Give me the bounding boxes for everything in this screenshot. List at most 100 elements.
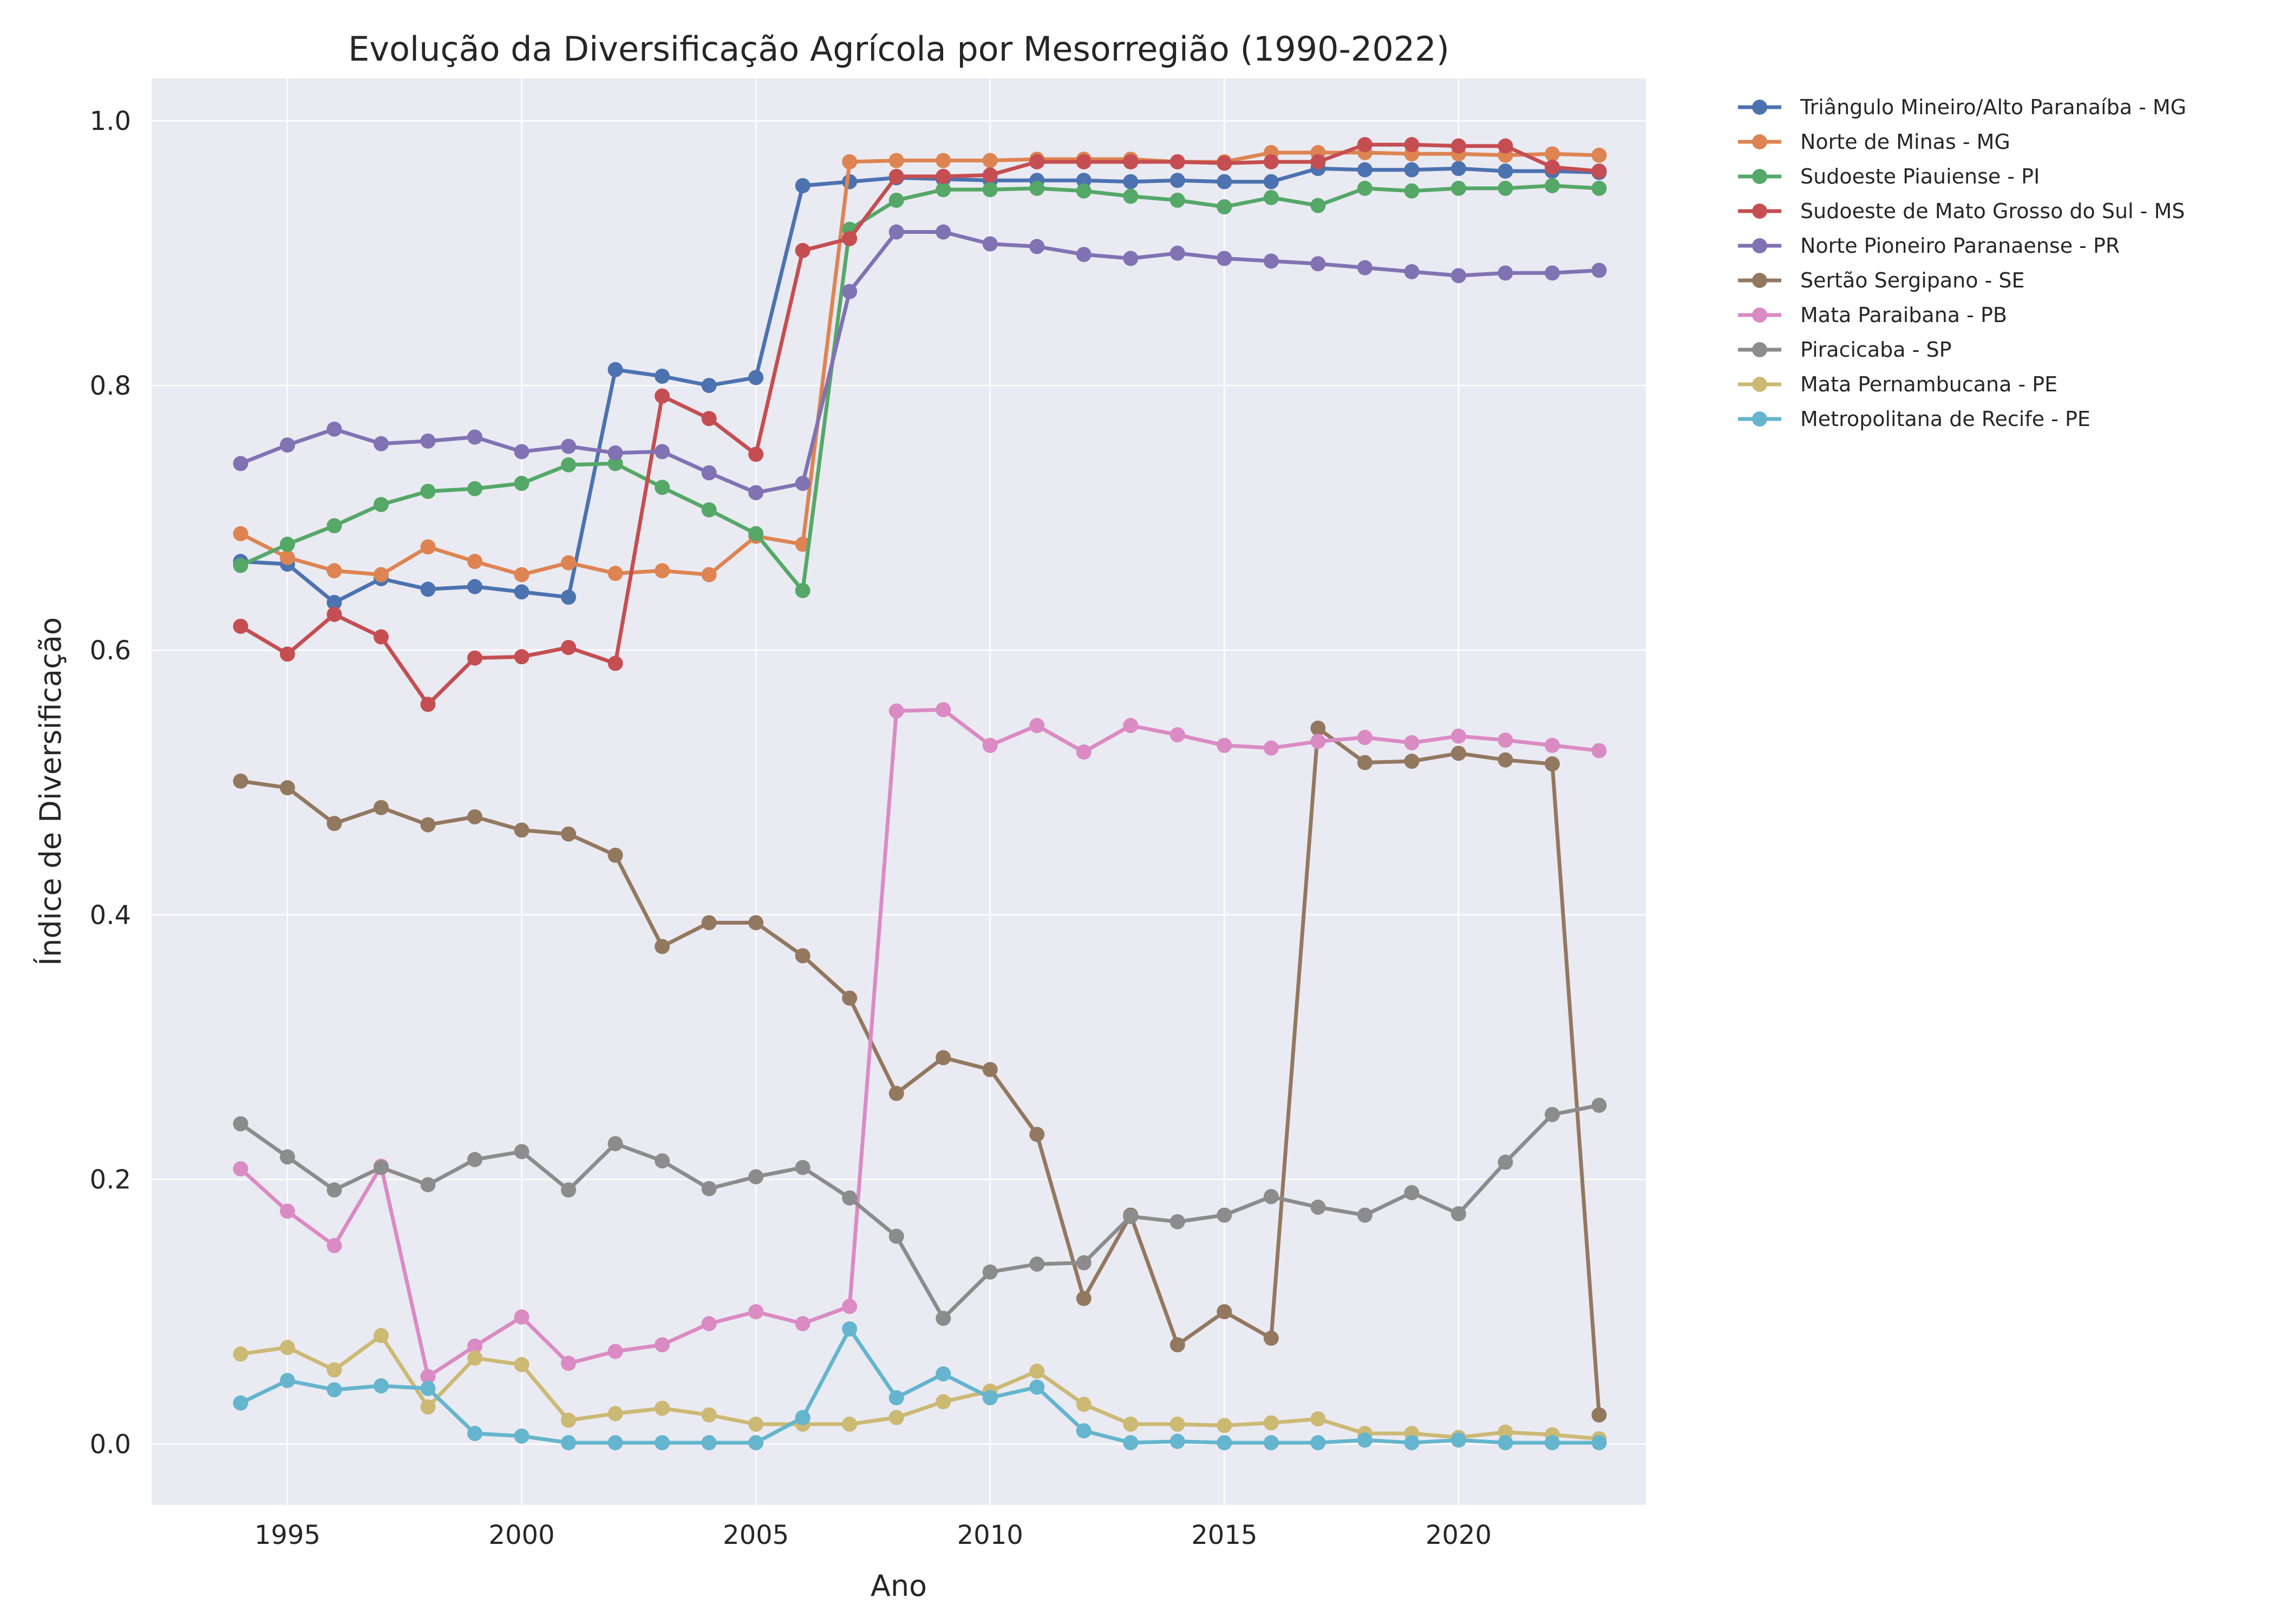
data-point [420,581,436,597]
data-point [655,1153,670,1169]
data-point [1310,1435,1326,1451]
data-point [1357,260,1373,276]
data-point [1263,253,1279,269]
data-point [373,629,389,645]
data-point [561,640,577,656]
data-point [1076,183,1092,199]
data-point [1217,1418,1232,1433]
data-point [1123,718,1139,734]
data-point [1029,1127,1045,1142]
data-point [1591,263,1607,278]
legend-item: Mata Pernambucana - PE [1738,372,2057,396]
data-point [1169,1337,1185,1353]
data-point [888,153,904,168]
data-point [1123,174,1139,189]
data-point [1544,737,1560,753]
data-point [701,1435,717,1451]
data-point [326,1362,342,1378]
y-tick-label: 0.6 [90,636,131,666]
data-point [982,1264,998,1280]
data-point [1169,154,1185,169]
data-point [748,447,764,462]
data-point [748,526,764,541]
data-point [326,421,342,437]
data-point [888,168,904,184]
data-point [936,1311,951,1326]
legend-marker [1752,411,1767,427]
data-point [1357,137,1373,153]
legend-label: Norte Pioneiro Paranaense - PR [1800,234,2120,258]
data-point [655,939,670,954]
data-point [373,1160,389,1175]
data-point [982,236,998,252]
data-point [467,1350,482,1366]
legend-item: Sertão Sergipano - SE [1738,269,2025,292]
data-point [607,1435,623,1451]
series-9 [233,1328,1607,1446]
data-point [701,1316,717,1332]
data-point [1076,247,1092,263]
data-point [1404,1435,1420,1451]
data-point [279,646,295,662]
data-point [1404,754,1420,769]
legend-item: Norte de Minas - MG [1738,130,2010,154]
data-point [373,1378,389,1394]
data-point [514,1357,530,1372]
data-point [888,1390,904,1406]
data-point [514,649,530,665]
data-point [1498,732,1513,748]
data-point [1357,730,1373,745]
data-point [1263,174,1279,189]
data-point [982,182,998,198]
data-point [748,370,764,385]
data-point [748,1435,764,1451]
data-point [279,437,295,453]
data-point [655,388,670,404]
data-point [1498,265,1513,281]
data-point [233,618,249,634]
data-point [982,1390,998,1406]
data-point [1123,251,1139,266]
data-point [655,1337,670,1353]
x-tick-label: 2005 [723,1520,789,1550]
series-line [238,1103,1601,1320]
data-point [888,703,904,719]
series-line [238,142,1601,706]
data-point [279,1340,295,1355]
data-point [561,1182,577,1198]
data-point [607,1406,623,1422]
x-tick-label: 2020 [1426,1520,1492,1550]
data-point [420,1399,436,1415]
data-point [467,429,482,445]
data-point [233,1395,249,1411]
data-point [233,773,249,789]
x-tick-label: 2015 [1191,1520,1257,1550]
data-point [1498,752,1513,768]
data-point [514,475,530,491]
data-point [607,1344,623,1359]
data-point [1591,743,1607,758]
legend-label: Sertão Sergipano - SE [1800,269,2025,292]
data-point [1029,718,1045,734]
data-point [326,606,342,622]
data-point [1076,154,1092,169]
legend-label: Sudoeste Piauiense - PI [1800,165,2040,188]
data-point [1591,147,1607,163]
data-point [1450,138,1466,154]
data-point [1450,268,1466,284]
data-point [233,526,249,541]
data-point [1123,1209,1139,1224]
data-point [1263,1189,1279,1204]
data-point [888,1228,904,1244]
data-point [701,411,717,427]
data-point [1404,1185,1420,1201]
series-5 [233,224,1607,501]
data-point [420,817,436,833]
data-point [1357,180,1373,196]
data-point [373,436,389,451]
series-7 [233,702,1607,1384]
data-point [795,582,811,598]
data-point [1263,1331,1279,1346]
legend-marker [1752,238,1767,253]
